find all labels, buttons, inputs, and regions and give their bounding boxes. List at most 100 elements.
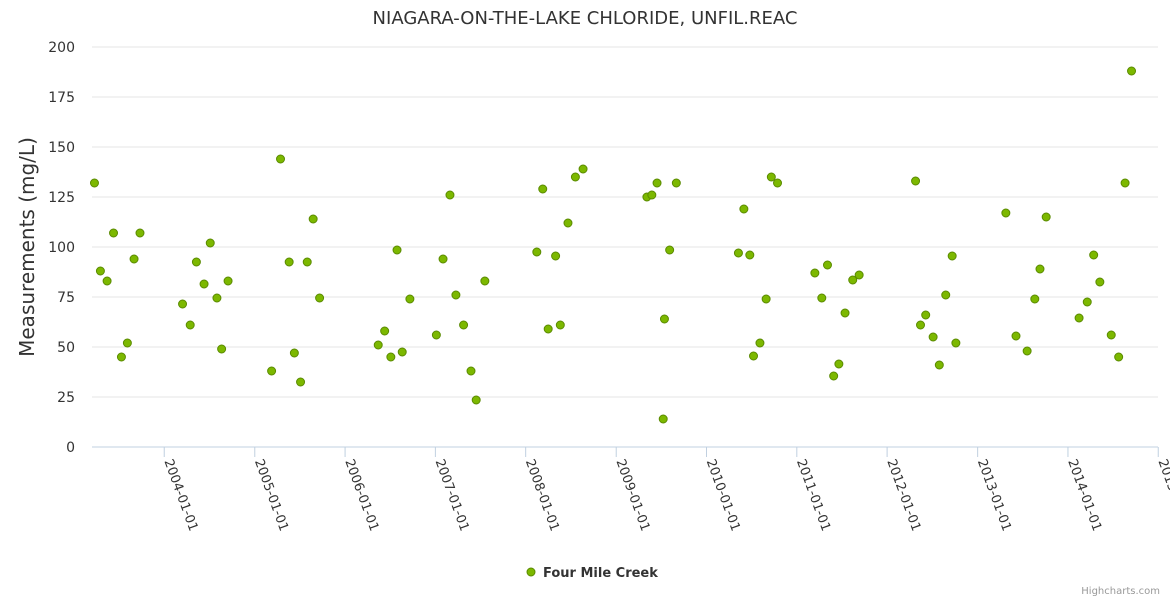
data-point[interactable] [480,276,490,286]
data-point[interactable] [373,340,383,350]
data-point[interactable] [1074,313,1084,323]
data-point[interactable] [405,294,415,304]
data-point[interactable] [102,276,112,286]
data-point[interactable] [766,172,776,182]
data-point[interactable] [834,359,844,369]
legend[interactable]: Four Mile Creek [526,566,658,581]
data-point[interactable] [658,414,668,424]
data-point[interactable] [822,260,832,270]
data-point[interactable] [647,190,657,200]
credits-link[interactable]: Highcharts.com [1081,586,1160,597]
data-point[interactable] [267,366,277,376]
data-point[interactable] [185,320,195,330]
data-point[interactable] [438,254,448,264]
data-point[interactable] [749,351,759,361]
data-point[interactable] [386,352,396,362]
data-point[interactable] [296,377,306,387]
data-point[interactable] [289,348,299,358]
data-point[interactable] [1082,297,1092,307]
data-point[interactable] [212,293,222,303]
data-point[interactable] [934,360,944,370]
data-point[interactable] [397,347,407,357]
data-point[interactable] [302,257,312,267]
data-point[interactable] [739,204,749,214]
data-point[interactable] [911,176,921,186]
data-point[interactable] [755,338,765,348]
data-point[interactable] [1106,330,1116,340]
series-four-mile-creek [89,66,1137,424]
y-axis-label: Measurements (mg/L) [15,137,39,357]
data-point[interactable] [921,310,931,320]
data-point[interactable] [916,320,926,330]
data-point[interactable] [810,268,820,278]
legend-item-four-mile-creek[interactable]: Four Mile Creek [543,566,658,581]
data-point[interactable] [451,290,461,300]
data-point[interactable] [840,308,850,318]
data-point[interactable] [1041,212,1051,222]
data-point[interactable] [941,290,951,300]
data-point[interactable] [109,228,119,238]
data-point[interactable] [817,293,827,303]
data-point[interactable] [671,178,681,188]
data-point[interactable] [89,178,99,188]
data-point[interactable] [1089,250,1099,260]
data-point[interactable] [1030,294,1040,304]
data-point[interactable] [947,251,957,261]
data-point[interactable] [199,279,209,289]
data-point[interactable] [928,332,938,342]
data-point[interactable] [471,395,481,405]
y-tick-label: 200 [48,40,75,56]
data-point[interactable] [538,184,548,194]
data-point[interactable] [122,338,132,348]
grid [92,46,1158,448]
data-point[interactable] [223,276,233,286]
data-point[interactable] [205,238,215,248]
data-point[interactable] [1011,331,1021,341]
data-point[interactable] [733,248,743,258]
data-point[interactable] [431,330,441,340]
data-point[interactable] [578,164,588,174]
data-point[interactable] [135,228,145,238]
data-point[interactable] [459,320,469,330]
data-point[interactable] [652,178,662,188]
data-point[interactable] [392,245,402,255]
data-point[interactable] [570,172,580,182]
data-point[interactable] [761,294,771,304]
data-point[interactable] [563,218,573,228]
data-point[interactable] [466,366,476,376]
data-point[interactable] [315,293,325,303]
data-point[interactable] [95,266,105,276]
data-point[interactable] [1120,178,1130,188]
data-point[interactable] [445,190,455,200]
data-point[interactable] [1022,346,1032,356]
data-point[interactable] [665,245,675,255]
data-point[interactable] [217,344,227,354]
data-point[interactable] [745,250,755,260]
data-point[interactable] [1114,352,1124,362]
data-point[interactable] [1035,264,1045,274]
data-point[interactable] [543,324,553,334]
data-point[interactable] [1095,277,1105,287]
y-axis-ticks: 0 25 50 75 100 125 150 175 200 [48,40,75,456]
data-point[interactable] [284,257,294,267]
data-point[interactable] [773,178,783,188]
data-point[interactable] [854,270,864,280]
data-point[interactable] [1001,208,1011,218]
chart-title: NIAGARA-ON-THE-LAKE CHLORIDE, UNFIL.REAC [373,8,798,29]
data-point[interactable] [380,326,390,336]
data-point[interactable] [551,251,561,261]
data-point[interactable] [951,338,961,348]
data-point[interactable] [659,314,669,324]
data-point[interactable] [555,320,565,330]
data-point[interactable] [116,352,126,362]
data-point[interactable] [276,154,286,164]
data-point[interactable] [829,371,839,381]
data-point[interactable] [191,257,201,267]
data-point[interactable] [848,275,858,285]
data-point[interactable] [1127,66,1137,76]
data-point[interactable] [308,214,318,224]
data-point[interactable] [532,247,542,257]
data-point[interactable] [129,254,139,264]
data-point[interactable] [178,299,188,309]
